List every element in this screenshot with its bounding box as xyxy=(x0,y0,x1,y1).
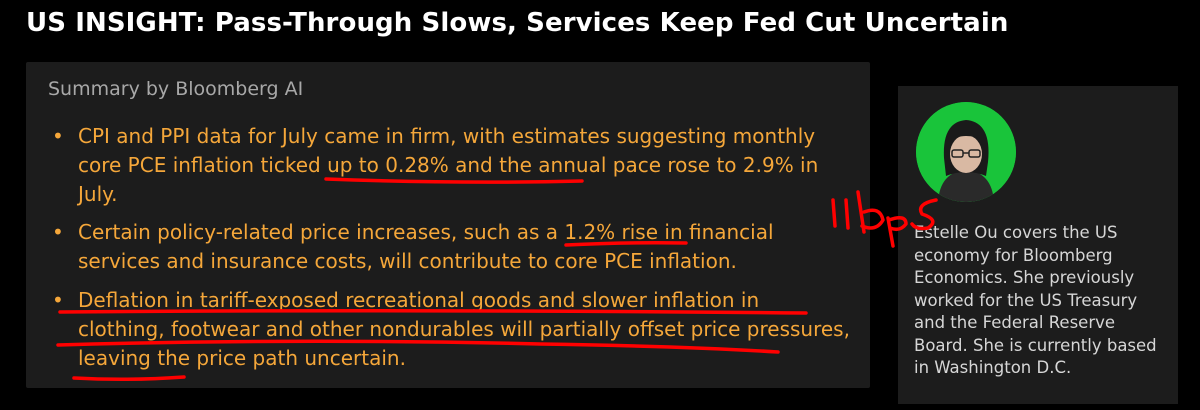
summary-bullet-text: CPI and PPI data for July came in firm, … xyxy=(78,124,819,206)
bullet-dot-icon: • xyxy=(52,288,64,312)
person-portrait-icon xyxy=(916,102,1016,202)
summary-bullet: • Deflation in tariff-exposed recreation… xyxy=(52,286,852,373)
summary-bullet: • CPI and PPI data for July came in firm… xyxy=(52,122,852,209)
author-avatar[interactable] xyxy=(916,102,1016,202)
summary-bullet: • Certain policy-related price increases… xyxy=(52,218,852,276)
summary-bullet-text: Deflation in tariff-exposed recreational… xyxy=(78,288,850,370)
author-bio: Estelle Ou covers the US economy for Blo… xyxy=(914,223,1157,377)
bullet-dot-icon: • xyxy=(52,220,64,244)
summary-title: Summary by Bloomberg AI xyxy=(48,78,304,100)
ai-summary-panel: Summary by Bloomberg AI • CPI and PPI da… xyxy=(26,62,870,388)
bullet-dot-icon: • xyxy=(52,124,64,148)
summary-bullet-text: Certain policy-related price increases, … xyxy=(78,220,774,273)
author-card: Estelle Ou covers the US economy for Blo… xyxy=(898,86,1178,404)
article-headline[interactable]: US INSIGHT: Pass-Through Slows, Services… xyxy=(26,8,1009,38)
